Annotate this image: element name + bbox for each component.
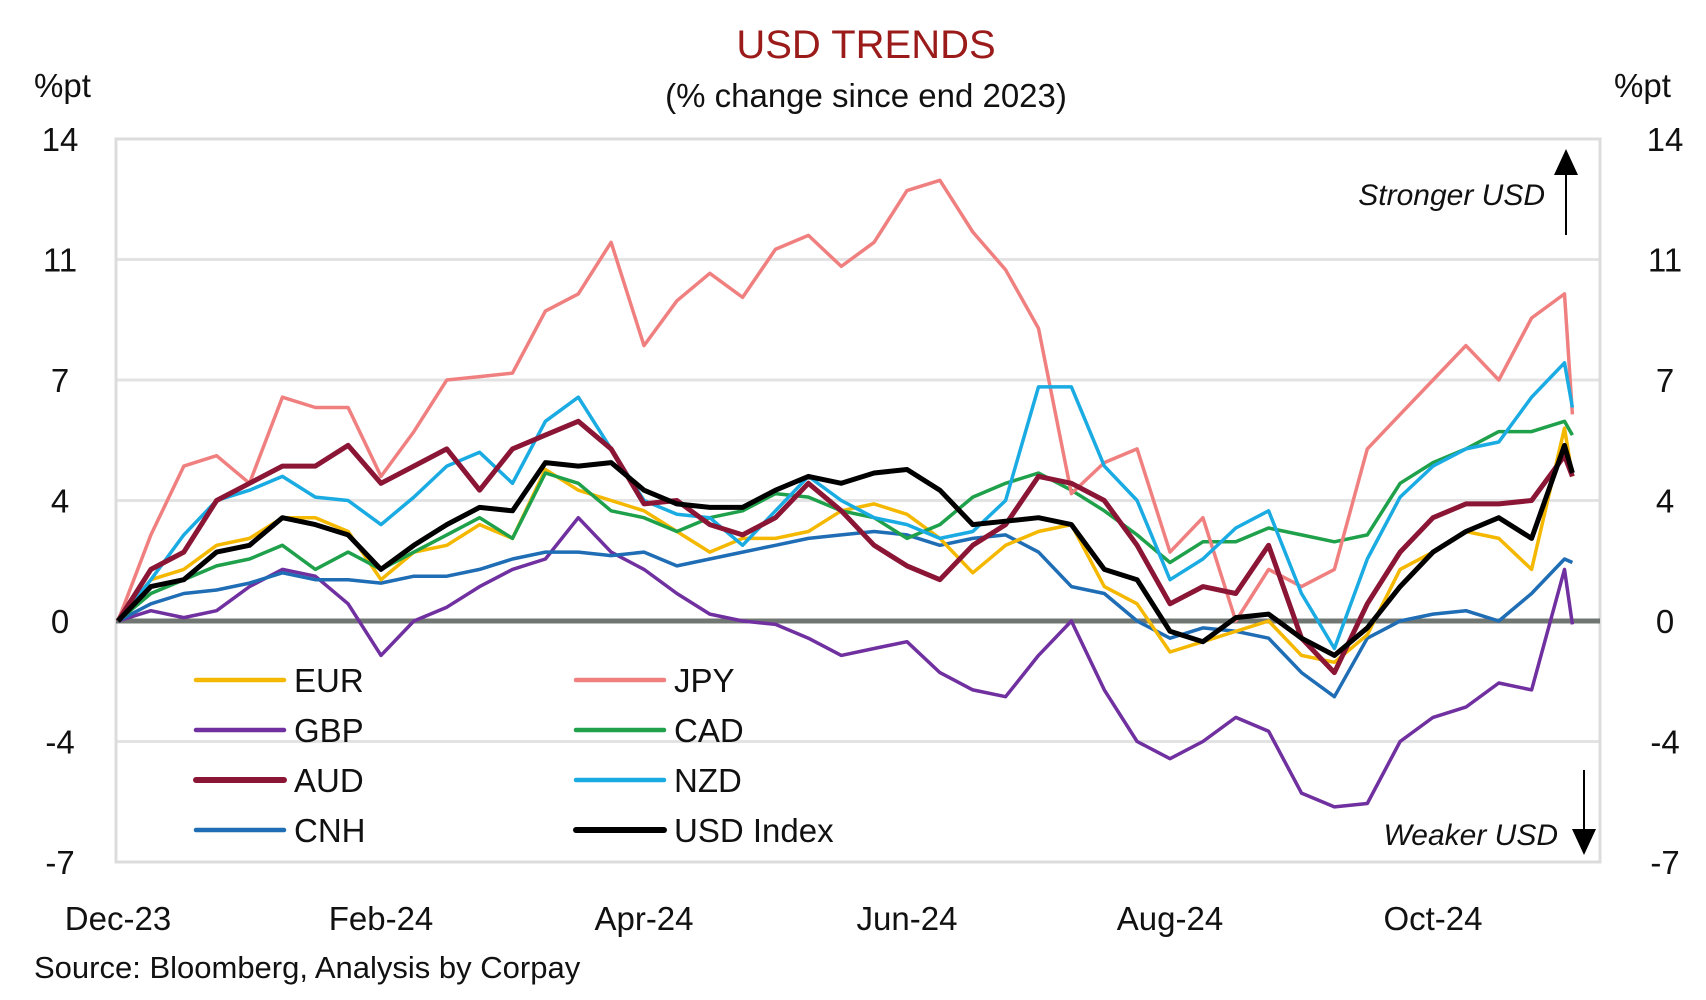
y-axis-unit-left: %pt <box>34 67 91 104</box>
stronger-usd-annotation: Stronger USD <box>1358 149 1578 235</box>
series-lines <box>115 178 1575 809</box>
series-line-cad <box>116 419 1574 623</box>
x-tick-label: Apr-24 <box>594 900 693 937</box>
y-axis-unit-right: %pt <box>1614 67 1671 104</box>
legend-label-jpy: JPY <box>674 662 735 699</box>
up-arrow-icon <box>1554 149 1578 175</box>
legend-label-eur: EUR <box>294 662 364 699</box>
series-line-usd-index <box>116 442 1575 658</box>
y-tick-label-left: -4 <box>45 724 74 761</box>
x-tick-label: Aug-24 <box>1117 900 1223 937</box>
y-tick-label-left: 7 <box>51 362 69 399</box>
series-line-gbp <box>117 515 1575 809</box>
y-tick-label-left: -7 <box>45 844 74 881</box>
y-tick-label-right: 4 <box>1656 483 1674 520</box>
legend-label-cnh: CNH <box>294 812 366 849</box>
y-tick-label-left: 11 <box>43 242 77 279</box>
x-tick-label: Jun-24 <box>857 900 958 937</box>
y-axis-right: 14 11 7 4 0 -4 -7 <box>1647 121 1684 881</box>
legend-label-aud: AUD <box>294 762 364 799</box>
series-line-aud <box>115 418 1575 676</box>
legend-label-gbp: GBP <box>294 712 364 749</box>
y-tick-label-right: -4 <box>1650 724 1679 761</box>
source-note: Source: Bloomberg, Analysis by Corpay <box>34 950 581 985</box>
x-tick-label: Oct-24 <box>1383 900 1482 937</box>
y-axis-left: 14 11 7 4 0 -4 -7 <box>42 121 79 881</box>
y-tick-label-right: 14 <box>1647 121 1684 158</box>
y-tick-label-left: 4 <box>51 483 69 520</box>
legend-label-usd-index: USD Index <box>674 812 834 849</box>
y-tick-label-left: 14 <box>42 121 79 158</box>
y-tick-label-right: 7 <box>1656 362 1674 399</box>
chart-title: USD TRENDS <box>736 23 995 67</box>
chart-subtitle: (% change since end 2023) <box>665 77 1067 114</box>
legend-label-cad: CAD <box>674 712 744 749</box>
y-tick-label-right: 0 <box>1656 603 1674 640</box>
x-tick-label: Feb-24 <box>329 900 434 937</box>
stronger-usd-label: Stronger USD <box>1358 179 1545 212</box>
plot-frame <box>114 137 1602 864</box>
legend-label-nzd: NZD <box>674 762 742 799</box>
x-tick-label: Dec-23 <box>65 900 171 937</box>
y-tick-label-right: 11 <box>1648 242 1682 279</box>
series-line-cnh <box>117 529 1574 699</box>
weaker-usd-label: Weaker USD <box>1384 819 1559 852</box>
y-tick-label-right: -7 <box>1650 844 1679 881</box>
legend: EUR JPY GBP CAD AUD NZD CNH USD Index <box>193 662 834 849</box>
series-line-jpy <box>116 178 1575 623</box>
x-axis: Dec-23 Feb-24 Apr-24 Jun-24 Aug-24 Oct-24 <box>65 900 1483 937</box>
y-tick-label-left: 0 <box>51 603 69 640</box>
weaker-usd-annotation: Weaker USD <box>1384 770 1596 855</box>
series-line-nzd <box>116 361 1575 651</box>
down-arrow-icon <box>1572 829 1596 855</box>
